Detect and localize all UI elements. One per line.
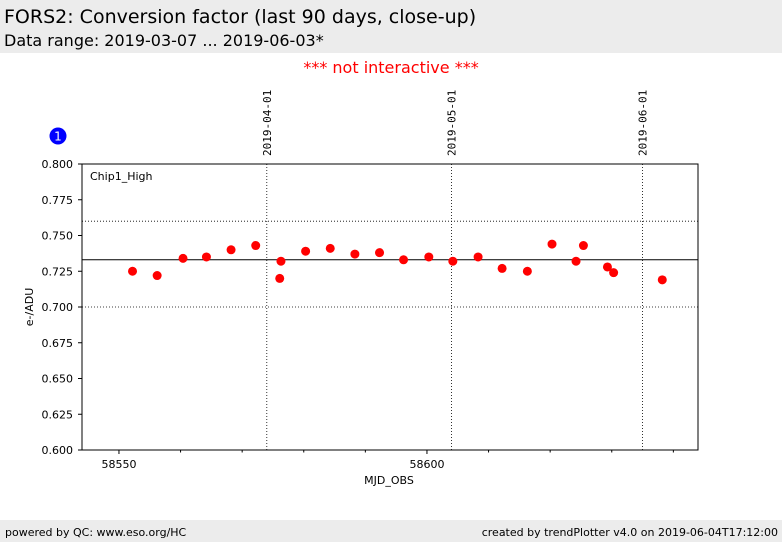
data-point [276, 256, 286, 266]
data-point [602, 262, 612, 272]
panel-label: Chip1_High [90, 170, 152, 183]
data-point [350, 249, 360, 259]
data-point [448, 256, 458, 266]
data-point [275, 273, 285, 283]
y-tick-label: 0.625 [42, 408, 74, 421]
data-point [201, 252, 211, 262]
page-title: FORS2: Conversion factor (last 90 days, … [4, 6, 477, 28]
data-point [473, 252, 483, 262]
date-marker-label: 2019-06-01 [637, 90, 650, 156]
number-badge-label: 1 [54, 130, 62, 144]
data-point [609, 268, 619, 278]
data-point [571, 256, 581, 266]
y-axis-label: e-/ADU [23, 288, 36, 327]
date-marker-label: 2019-04-01 [261, 90, 274, 156]
data-range-subtitle: Data range: 2019-03-07 ... 2019-06-03* [4, 31, 324, 50]
data-point [399, 255, 409, 265]
data-point [226, 245, 236, 255]
footer-bar: powered by QC: www.eso.org/HC created by… [0, 520, 782, 542]
data-point [522, 266, 532, 276]
data-point [152, 271, 162, 281]
data-point [325, 243, 335, 253]
x-tick-label: 58600 [409, 458, 444, 471]
data-point [375, 248, 385, 258]
data-point [547, 239, 557, 249]
y-tick-label: 0.650 [42, 373, 74, 386]
y-tick-label: 0.600 [42, 444, 74, 457]
data-point [424, 252, 434, 262]
created-by-text: created by trendPlotter v4.0 on 2019-06-… [481, 526, 778, 539]
number-badge [49, 127, 67, 145]
data-point [128, 266, 138, 276]
x-tick-label: 58550 [101, 458, 136, 471]
data-point [657, 275, 667, 285]
y-tick-label: 0.775 [42, 194, 74, 207]
y-tick-label: 0.800 [42, 158, 74, 171]
y-tick-label: 0.725 [42, 265, 74, 278]
y-tick-label: 0.750 [42, 230, 74, 243]
y-tick-label: 0.675 [42, 337, 74, 350]
date-marker-label: 2019-05-01 [446, 90, 459, 156]
powered-by-text: powered by QC: www.eso.org/HC [5, 526, 187, 539]
data-point [301, 246, 311, 256]
data-point [578, 241, 588, 251]
header-bar: FORS2: Conversion factor (last 90 days, … [0, 0, 782, 53]
y-tick-label: 0.700 [42, 301, 74, 314]
plot-frame [81, 163, 699, 451]
data-point [497, 263, 507, 273]
data-point [178, 253, 188, 263]
x-axis-label: MJD_OBS [364, 474, 414, 487]
not-interactive-notice: *** not interactive *** [303, 58, 479, 77]
data-point [251, 241, 261, 251]
